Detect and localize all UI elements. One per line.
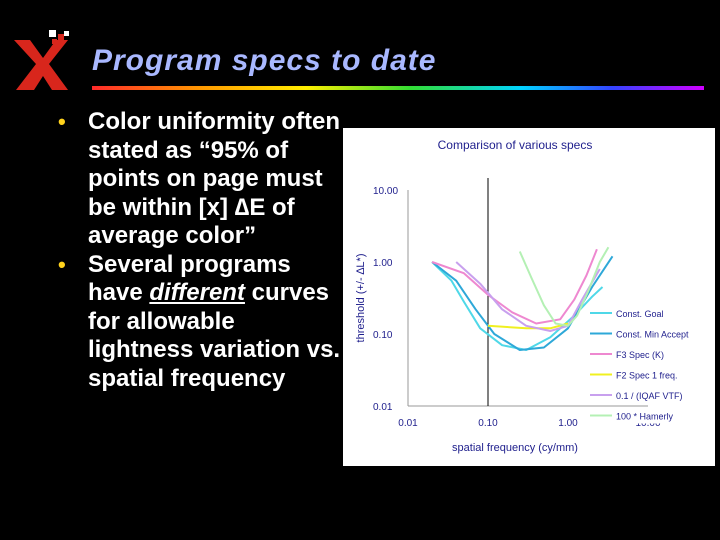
legend-item-bg [588,388,713,403]
x-tick-label: 1.00 [558,418,578,429]
x-tick-label: 0.01 [398,418,418,429]
series-line [455,261,601,332]
bullet-emphasis: different [149,279,245,306]
legend-item-bg [588,326,713,342]
legend-item-bg [588,408,713,424]
series-line [431,248,598,325]
specs-chart: Comparison of various specs 10.00 1.00 0.10… [343,128,715,466]
chart-svg: Comparison of various specs 10.00 1.00 0.10… [355,138,713,454]
legend-item-bg [588,347,713,362]
x-axis-label: spatial frequency (cy/mm) [452,442,578,454]
title-underline-bar [92,86,704,90]
series-line [518,246,610,327]
y-tick-label: 10.00 [373,186,398,197]
bullet-list: • Color uniformity often stated as “95% … [54,108,344,393]
y-tick-label: 1.00 [373,258,393,269]
chart-title: Comparison of various specs [438,138,593,152]
series-line [431,261,604,351]
legend-label: Const. Goal [616,309,664,319]
legend-label: F3 Spec (K) [616,350,664,360]
legend-label: 100 * Hamerly [616,412,674,422]
bullet-text-prefix: Several programs have [88,250,291,307]
bullet-item: • Color uniformity often stated as “95% … [54,108,344,251]
y-tick-label: 0.10 [373,330,393,341]
bullet-text: Color uniformity often stated as “95% of… [88,108,340,249]
legend-label: Const. Min Accept [616,330,689,340]
bullet-dot-icon: • [58,109,66,134]
slide-title: Program specs to date [92,44,437,77]
bullet-dot-icon: • [58,251,66,277]
legend-item-bg [588,306,713,321]
xerox-logo [14,30,69,90]
bullet-text-suffix: curves for allowable lightness variation… [88,279,341,392]
bullet-item: • Several programs have different curves… [54,251,344,394]
legend-label: F2 Spec 1 freq. [616,371,678,381]
legend-label: 0.1 / (IQAF VTF) [616,391,683,401]
y-tick-label: 0.01 [373,402,393,413]
x-tick-label: 0.10 [478,418,498,429]
y-axis-label: threshold (+/- ∆L*) [355,254,367,343]
legend-item-bg [588,367,713,383]
